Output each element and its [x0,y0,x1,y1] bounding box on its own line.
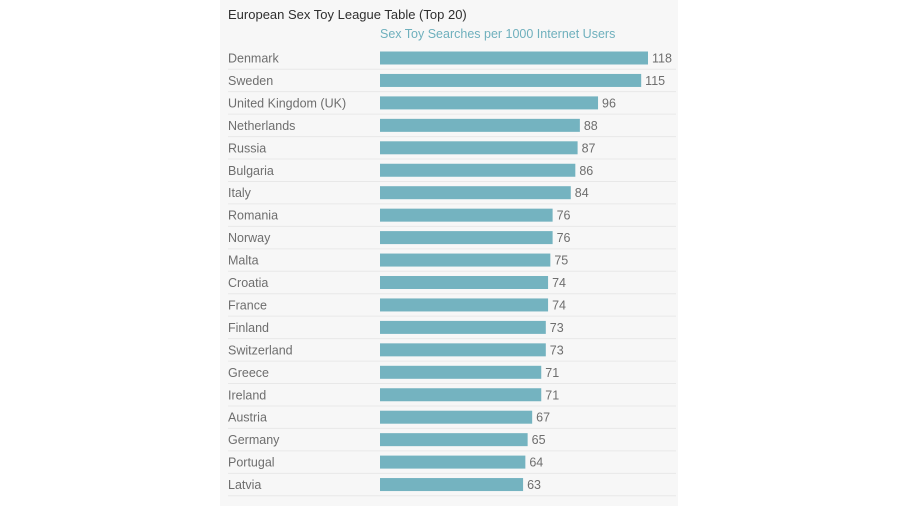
value-label: 71 [545,388,559,402]
value-label: 84 [575,186,589,200]
bar [380,73,642,87]
value-label: 74 [552,298,566,312]
bar [380,118,580,132]
value-label: 96 [602,96,616,110]
value-label: 88 [584,119,598,133]
category-label: Norway [228,231,271,245]
value-label: 75 [554,254,568,268]
category-label: United Kingdom (UK) [228,96,346,110]
value-label: 87 [582,141,596,155]
bar [380,276,549,289]
category-label: Latvia [228,478,261,492]
bar [380,51,648,65]
category-label: Ireland [228,388,266,402]
bar [380,141,578,155]
bar [380,208,553,222]
value-label: 64 [529,456,543,470]
value-label: 115 [645,74,665,88]
category-label: Sweden [228,74,273,88]
category-label: Greece [228,366,269,380]
value-label: 76 [557,231,571,245]
category-label: Finland [228,321,269,335]
value-label: 118 [652,52,672,66]
category-label: Portugal [228,456,275,470]
category-label: Denmark [228,52,279,66]
value-label: 71 [545,366,559,380]
value-label: 73 [550,343,564,357]
category-label: Bulgaria [228,164,274,178]
category-label: Switzerland [228,343,293,357]
value-label: 86 [579,164,593,178]
category-label: Germany [228,433,280,447]
value-label: 63 [527,478,541,492]
value-label: 65 [532,433,546,447]
bar [380,231,553,245]
bar [380,388,542,402]
category-label: Russia [228,141,266,155]
category-label: Austria [228,411,267,425]
bar [380,186,571,200]
bar [380,365,542,379]
category-label: Netherlands [228,119,295,133]
bar [380,163,576,177]
category-label: Italy [228,186,252,200]
bar [380,320,546,334]
category-label: France [228,298,267,312]
series-label: Sex Toy Searches per 1000 Internet Users [380,27,616,41]
value-label: 67 [536,411,550,425]
category-label: Malta [228,254,259,268]
bar [380,253,551,267]
bar [380,298,549,312]
bar [380,343,546,357]
bar [380,433,528,447]
category-label: Romania [228,209,278,223]
bar [380,96,599,110]
bar [380,455,526,469]
value-label: 73 [550,321,564,335]
bar [380,410,533,424]
category-label: Croatia [228,276,268,290]
chart-title: European Sex Toy League Table (Top 20) [228,7,467,22]
value-label: 74 [552,276,566,290]
bar [380,478,524,492]
value-label: 76 [557,209,571,223]
